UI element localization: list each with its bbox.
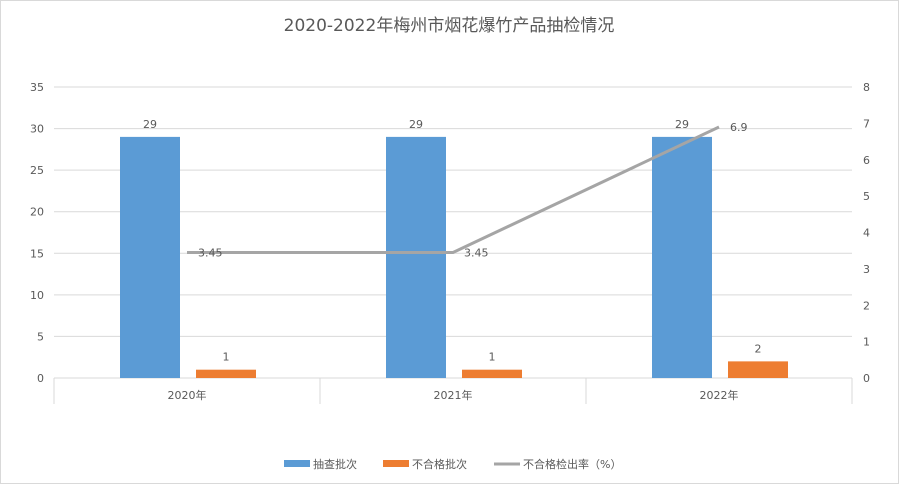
bar-sampled [386, 136, 446, 378]
y-right-tick-label: 1 [863, 336, 870, 349]
y-right-tick-label: 7 [863, 117, 870, 130]
legend-label: 抽查批次 [313, 457, 357, 471]
bar-sampled [652, 136, 712, 378]
bar-unqualified [196, 369, 256, 378]
x-tick-label: 2020年 [168, 388, 207, 402]
bar-unqualified [462, 369, 522, 378]
y-left-tick-label: 5 [37, 330, 44, 343]
data-label: 29 [143, 118, 157, 131]
y-left-tick-label: 0 [37, 372, 44, 385]
data-label: 29 [675, 118, 689, 131]
data-label: 29 [409, 118, 423, 131]
legend-label: 不合格批次 [412, 457, 467, 471]
y-right-tick-label: 0 [863, 372, 870, 385]
legend-swatch [383, 460, 409, 467]
line-data-label: 3.45 [464, 247, 489, 260]
legend-label: 不合格检出率（%） [523, 457, 621, 471]
x-tick-label: 2022年 [700, 388, 739, 402]
y-left-tick-label: 25 [30, 164, 44, 177]
data-label: 1 [223, 351, 230, 364]
legend-swatch [284, 460, 310, 467]
y-left-tick-label: 10 [30, 289, 44, 302]
y-left-tick-label: 20 [30, 206, 44, 219]
chart-title: 2020-2022年梅州市烟花爆竹产品抽检情况 [284, 16, 615, 36]
y-right-tick-label: 6 [863, 154, 870, 167]
y-right-tick-label: 8 [863, 81, 870, 94]
bar-unqualified [728, 361, 788, 378]
y-left-tick-label: 35 [30, 81, 44, 94]
line-data-label: 3.45 [198, 247, 223, 260]
y-left-tick-label: 15 [30, 247, 44, 260]
y-left-tick-label: 30 [30, 123, 44, 136]
y-right-tick-label: 3 [863, 263, 870, 276]
y-right-tick-label: 2 [863, 299, 870, 312]
x-tick-label: 2021年 [434, 388, 473, 402]
data-label: 1 [489, 351, 496, 364]
data-label: 2 [755, 342, 762, 355]
y-right-tick-label: 4 [863, 227, 870, 240]
bar-sampled [120, 136, 180, 378]
y-right-tick-label: 5 [863, 190, 870, 203]
line-rate [187, 125, 720, 255]
line-data-label: 6.9 [730, 121, 748, 134]
